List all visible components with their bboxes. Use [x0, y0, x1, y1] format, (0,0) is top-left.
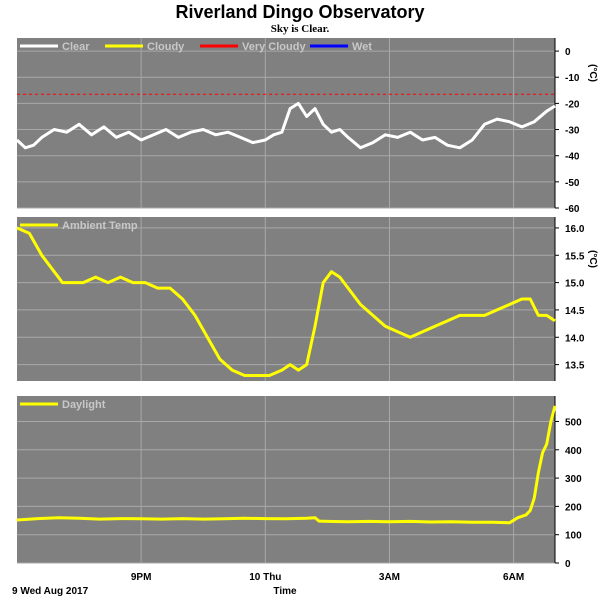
x-tick-label: 3AM: [379, 572, 400, 583]
date-label: 9 Wed Aug 2017: [12, 586, 89, 597]
y-tick-label: 14.0: [565, 333, 585, 344]
y-tick-label: 400: [565, 446, 582, 457]
y-tick-label: 300: [565, 474, 582, 485]
y-tick-label: -10: [565, 73, 580, 84]
y-tick-label: -40: [565, 152, 580, 163]
y-tick-label: -60: [565, 204, 580, 215]
panel-daylight: 500 400 300 200 100 0 Daylight: [16, 396, 582, 570]
legend-label: Ambient Temp: [62, 220, 138, 232]
legend-label: Wet: [352, 41, 372, 53]
y-tick-label: 13.5: [565, 361, 585, 372]
y-tick-label: 500: [565, 417, 582, 428]
x-tick-label: 9PM: [131, 572, 152, 583]
y-tick-label: 0: [565, 47, 571, 58]
series-line-clear: [15, 101, 556, 150]
y-axis-unit: (°C): [587, 64, 598, 82]
y-tick-label: 14.5: [565, 306, 585, 317]
legend-label: Very Cloudy: [242, 41, 306, 53]
y-tick-label: 16.0: [565, 224, 585, 235]
legend-label: Cloudy: [147, 41, 185, 53]
series-line-ambient-temp: [16, 226, 556, 377]
y-tick-label: 15.0: [565, 279, 585, 290]
panel-background: [17, 217, 555, 381]
x-axis: 9PM 10 Thu 3AM 6AM: [131, 572, 524, 583]
y-axis-unit: (°C): [587, 250, 598, 268]
legend-label: Daylight: [62, 399, 106, 411]
y-tick-label: 200: [565, 502, 582, 513]
x-tick-label: 10 Thu: [249, 572, 281, 583]
chart-subtitle: Sky is Clear.: [271, 23, 330, 35]
y-tick-label: 0: [565, 559, 571, 570]
y-tick-label: -30: [565, 126, 580, 137]
x-tick-label: 6AM: [503, 572, 524, 583]
y-tick-label: -50: [565, 178, 580, 189]
chart-title: Riverland Dingo Observatory: [175, 2, 424, 22]
series-line-daylight: [16, 405, 557, 525]
x-axis-title: Time: [273, 586, 297, 597]
panel-ambient: 16.0 15.5 15.0 14.5 14.0 13.5 (°C) Ambient Temp: [16, 217, 598, 381]
y-tick-label: -20: [565, 99, 580, 110]
panel-sky: 0 -10 -20 -30 -40 -50 -60 (°C) Clear Cloudy Very C…: [15, 38, 598, 215]
y-tick-label: 100: [565, 531, 582, 542]
legend-label: Clear: [62, 41, 90, 53]
y-tick-label: 15.5: [565, 251, 585, 262]
panels: 0 -10 -20 -30 -40 -50 -60 (°C) Clear Cloudy Very C…: [15, 38, 598, 570]
